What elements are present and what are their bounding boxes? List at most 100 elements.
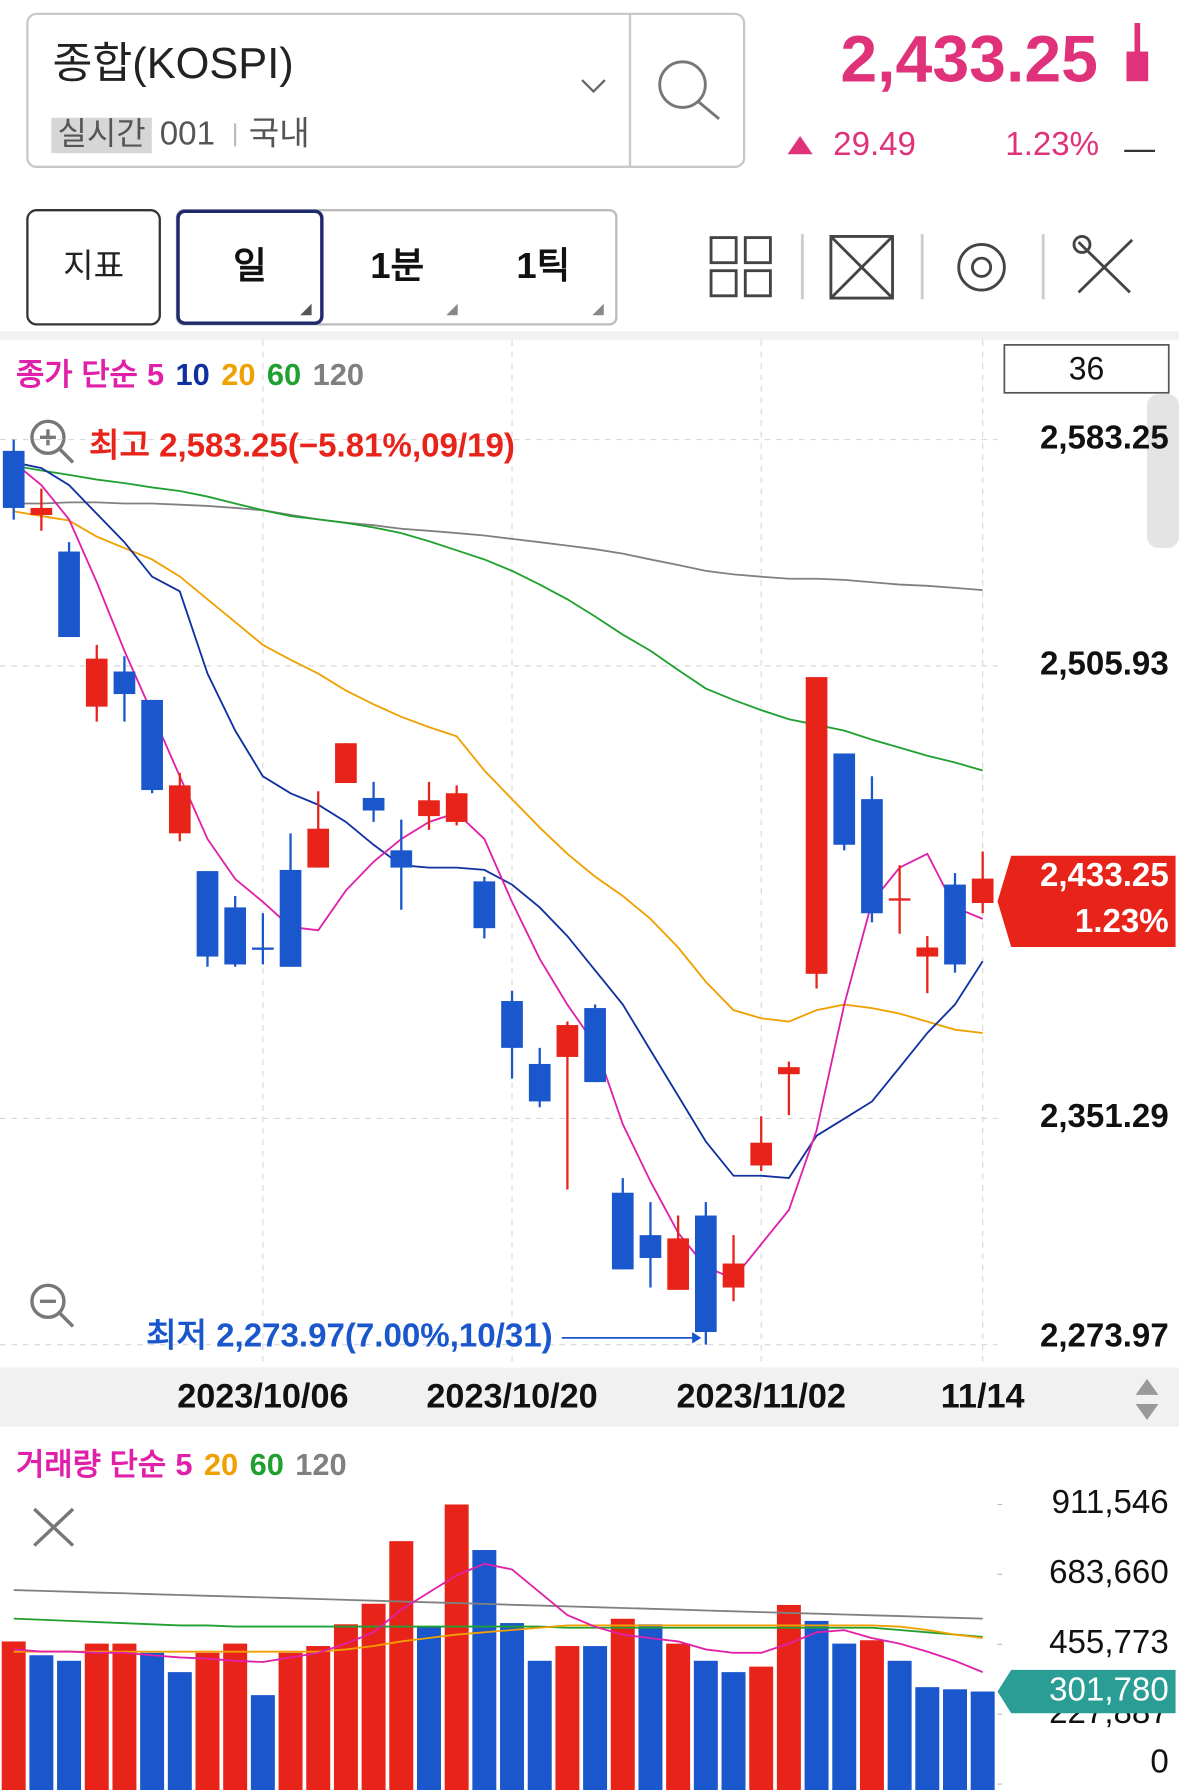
legend-item: 20	[204, 1447, 238, 1482]
legend-item: 10	[176, 357, 210, 392]
indicator-button-label: 지표	[63, 248, 124, 285]
volume-bar	[915, 1687, 940, 1790]
candle-body	[556, 1025, 579, 1057]
x-tick-label: 2023/11/02	[676, 1377, 845, 1415]
volume-bar	[583, 1646, 608, 1790]
symbol-box[interactable]	[26, 12, 746, 168]
candle-body	[58, 551, 80, 637]
volume-bar	[444, 1504, 469, 1790]
low-arrow-head	[692, 1332, 702, 1344]
volume-bar	[195, 1652, 220, 1790]
ma-line	[13, 510, 983, 1034]
volume-bar	[776, 1604, 801, 1790]
candle-body	[252, 947, 274, 950]
scroll-handle[interactable]	[1147, 393, 1179, 549]
candle-body	[279, 869, 302, 967]
y-tick-label: 2,505.93	[1040, 646, 1169, 683]
y-tick-label: 2,583.25	[1040, 419, 1169, 456]
volume-bar	[84, 1643, 109, 1790]
code: 001	[160, 116, 215, 153]
zoom-icons[interactable]	[30, 419, 75, 1547]
visible-count: 36	[1069, 351, 1105, 387]
period-button[interactable]: 1분	[370, 245, 424, 286]
volume-ma-line	[13, 1562, 984, 1673]
legend-prefix: 종가 단순	[16, 357, 138, 392]
candle-body	[750, 1142, 773, 1166]
period-selected[interactable]	[176, 209, 324, 325]
volume-bar	[749, 1666, 774, 1790]
candle-body	[694, 1215, 717, 1333]
candle-body	[888, 898, 911, 901]
candle-body	[861, 799, 883, 914]
volume-bar	[500, 1623, 525, 1790]
period-button[interactable]: 1틱	[516, 245, 570, 286]
toolbar-icons[interactable]	[709, 234, 1134, 300]
legend-item: 120	[313, 357, 364, 392]
candle-body	[778, 1067, 800, 1075]
candle-body	[584, 1008, 606, 1083]
volume-ma-line	[13, 1617, 983, 1638]
last-price-label: 2,433.25	[1040, 857, 1169, 894]
candle-body	[805, 677, 828, 974]
dropdown-arrow[interactable]	[581, 79, 606, 94]
y-tick-label: 911,546	[1052, 1484, 1169, 1521]
candle-body	[362, 797, 385, 811]
candle-body	[335, 743, 357, 784]
price-change-pct: 1.23%	[1005, 126, 1099, 163]
legend-item: 120	[295, 1447, 346, 1482]
candle-body	[611, 1192, 634, 1270]
legend-item: 60	[250, 1447, 284, 1482]
period-button[interactable]: 일	[233, 245, 267, 286]
volume-bar	[57, 1660, 82, 1790]
volume-bar	[140, 1652, 165, 1790]
scroll-up[interactable]	[1135, 1378, 1159, 1395]
price-change: 29.49	[833, 126, 916, 163]
candle-body	[667, 1238, 689, 1290]
volume-bar	[361, 1603, 386, 1790]
search-icon[interactable]	[658, 60, 707, 109]
volume-ma-line	[13, 1589, 983, 1620]
legend-item: 5	[175, 1447, 192, 1482]
candle-body	[196, 871, 219, 957]
last-price-tag	[997, 855, 1176, 948]
date-strip	[0, 1367, 1179, 1427]
candle-body	[971, 878, 994, 904]
tag-background	[51, 117, 152, 154]
x-tick-label: 11/14	[941, 1377, 1025, 1415]
ma-line	[13, 461, 984, 1180]
candle-body	[2, 450, 25, 508]
candle-body	[85, 658, 108, 707]
candle-body	[528, 1063, 551, 1102]
scroll-down[interactable]	[1135, 1404, 1159, 1421]
volume-bar	[638, 1624, 663, 1790]
price-icon	[1126, 51, 1149, 82]
legend-item: 5	[147, 357, 164, 392]
current-price: 2,433.25	[840, 23, 1098, 97]
volume-bar	[527, 1660, 552, 1790]
volume-bar	[278, 1652, 303, 1790]
indicator-button[interactable]	[26, 209, 161, 326]
volume-bar	[250, 1695, 275, 1790]
volume-ma-line	[13, 1624, 983, 1653]
candle-body	[944, 884, 966, 965]
candle-body	[722, 1263, 745, 1288]
volume-bar	[666, 1643, 691, 1790]
candle-body	[473, 881, 496, 929]
low-annotation: 최저 2,273.97(7.00%,10/31)	[146, 1318, 553, 1355]
symbol-name: 종합(KOSPI)	[53, 40, 294, 88]
corner-mark	[300, 303, 312, 316]
candle-body	[168, 785, 191, 834]
candle-body	[307, 828, 330, 868]
last-change-label: 1.23%	[1075, 903, 1169, 940]
last-volume-tag	[997, 1669, 1176, 1714]
volume-bar	[859, 1640, 884, 1790]
last-volume-label: 301,780	[1049, 1671, 1169, 1708]
volume-bar	[721, 1672, 746, 1790]
high-annotation: 최고 2,583.25(−5.81%,09/19)	[89, 427, 515, 464]
y-tick-label: 455,773	[1049, 1624, 1169, 1661]
candle-body	[418, 800, 440, 817]
volume-bar	[970, 1691, 995, 1790]
volume-bar	[416, 1626, 441, 1790]
candle-body	[639, 1235, 662, 1258]
candle-body	[141, 699, 163, 791]
